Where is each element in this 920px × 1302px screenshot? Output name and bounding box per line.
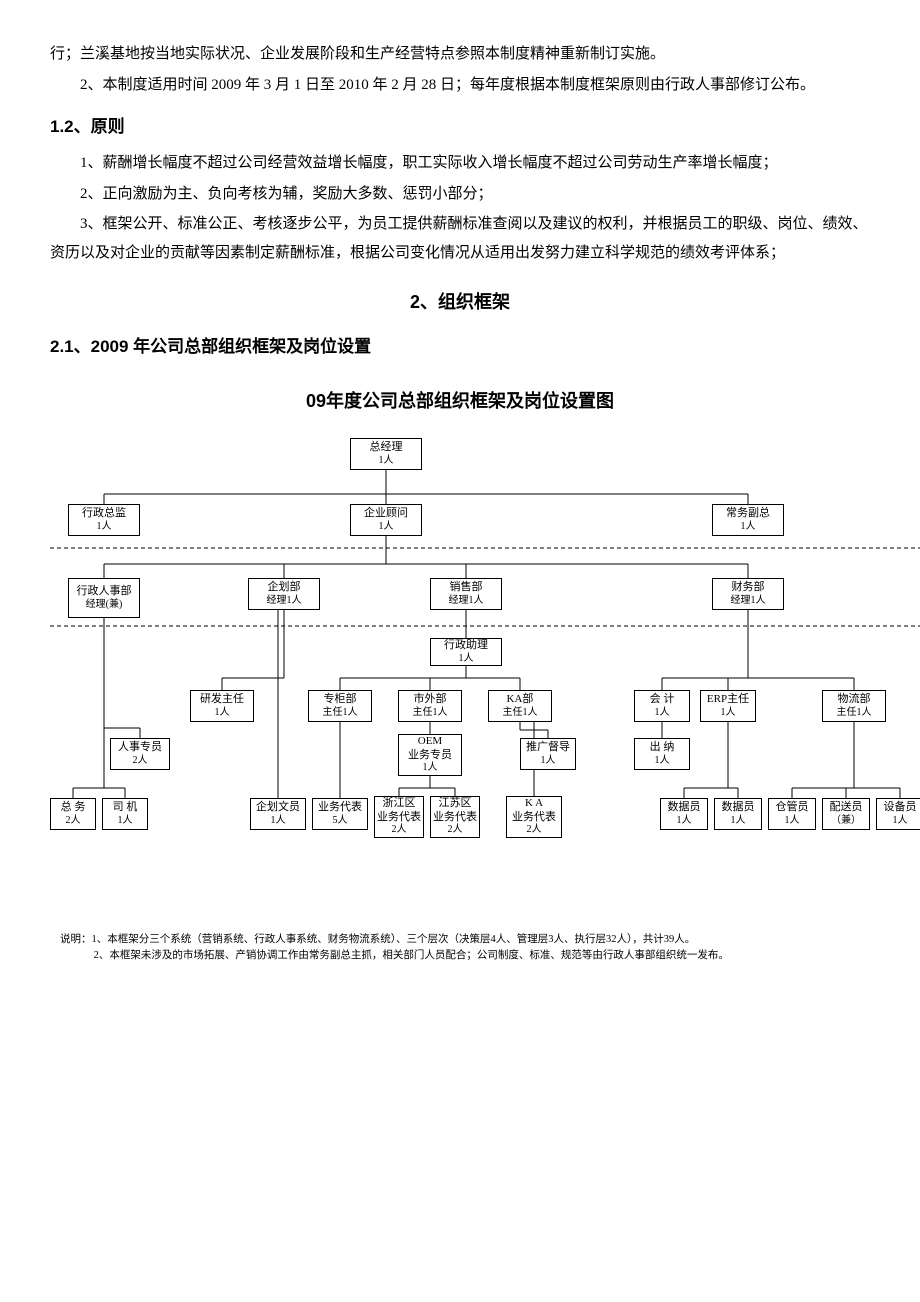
heading-2-1: 2.1、2009 年公司总部组织框架及岗位设置 bbox=[50, 331, 870, 363]
org-node-sw: 市外部主任1人 bbox=[398, 690, 462, 722]
org-node-wh: 仓管员1人 bbox=[768, 798, 816, 830]
org-node-de1: 数据员1人 bbox=[660, 798, 708, 830]
body-para: 3、框架公开、标准公正、考核逐步公平，为员工提供薪酬标准查阅以及建议的权利，并根… bbox=[50, 210, 870, 267]
org-node-js: 江苏区 业务代表2人 bbox=[430, 796, 480, 838]
org-node-driver: 司 机1人 bbox=[102, 798, 148, 830]
org-node-zg: 专柜部主任1人 bbox=[308, 690, 372, 722]
org-chart: 总经理1人行政总监1人 企业顾问1人 常务副总1人行政人事部经理(兼) 企划部经理1人… bbox=[50, 438, 920, 918]
org-node-oem: OEM 业务专员1人 bbox=[398, 734, 462, 776]
org-node-fin: 财务部经理1人 bbox=[712, 578, 784, 610]
body-para: 2、正向激励为主、负向考核为辅，奖励大多数、惩罚小部分； bbox=[50, 180, 870, 209]
org-node-cashier: 出 纳1人 bbox=[634, 738, 690, 770]
org-node-hr: 行政人事部经理(兼) bbox=[68, 578, 140, 618]
org-node-planclk: 企划文员1人 bbox=[250, 798, 306, 830]
note-line: 说明：1、本框架分三个系统（营销系统、行政人事系统、财务物流系统）、三个层次（决… bbox=[60, 932, 870, 948]
org-node-evp: 常务副总1人 bbox=[712, 504, 784, 536]
org-node-tgdd: 推广督导1人 bbox=[520, 738, 576, 770]
org-node-eq: 设备员1人 bbox=[876, 798, 920, 830]
org-node-rep: 业务代表5人 bbox=[312, 798, 368, 830]
note-line: 2、本框架未涉及的市场拓展、产销协调工作由常务副总主抓，相关部门人员配合；公司制… bbox=[60, 948, 870, 964]
org-node-xzzj: 行政总监1人 bbox=[68, 504, 140, 536]
heading-2: 2、组织框架 bbox=[50, 285, 870, 319]
org-node-zj: 浙江区 业务代表2人 bbox=[374, 796, 424, 838]
org-node-gm: 总经理1人 bbox=[350, 438, 422, 470]
org-node-de2: 数据员1人 bbox=[714, 798, 762, 830]
org-node-karep: K A 业务代表2人 bbox=[506, 796, 562, 838]
org-node-log: 物流部主任1人 bbox=[822, 690, 886, 722]
org-node-rd: 研发主任1人 bbox=[190, 690, 254, 722]
org-node-acct: 会 计1人 bbox=[634, 690, 690, 722]
org-chart-title: 09年度公司总部组织框架及岗位设置图 bbox=[50, 384, 870, 418]
org-node-asst: 行政助理1人 bbox=[430, 638, 502, 666]
org-node-sales: 销售部经理1人 bbox=[430, 578, 502, 610]
org-node-ka: KA部主任1人 bbox=[488, 690, 552, 722]
org-node-plan: 企划部经理1人 bbox=[248, 578, 320, 610]
body-para: 1、薪酬增长幅度不超过公司经营效益增长幅度，职工实际收入增长幅度不超过公司劳动生… bbox=[50, 149, 870, 178]
org-chart-lines bbox=[50, 438, 920, 918]
org-node-del: 配送员（兼） bbox=[822, 798, 870, 830]
org-node-erp: ERP主任1人 bbox=[700, 690, 756, 722]
org-chart-notes: 说明：1、本框架分三个系统（营销系统、行政人事系统、财务物流系统）、三个层次（决… bbox=[50, 932, 870, 964]
org-node-hrspec: 人事专员2人 bbox=[110, 738, 170, 770]
heading-1-2: 1.2、原则 bbox=[50, 111, 870, 143]
body-para: 2、本制度适用时间 2009 年 3 月 1 日至 2010 年 2 月 28 … bbox=[50, 71, 870, 100]
org-node-zw: 总 务2人 bbox=[50, 798, 96, 830]
body-para: 行；兰溪基地按当地实际状况、企业发展阶段和生产经营特点参照本制度精神重新制订实施… bbox=[50, 40, 870, 69]
org-node-adv: 企业顾问1人 bbox=[350, 504, 422, 536]
